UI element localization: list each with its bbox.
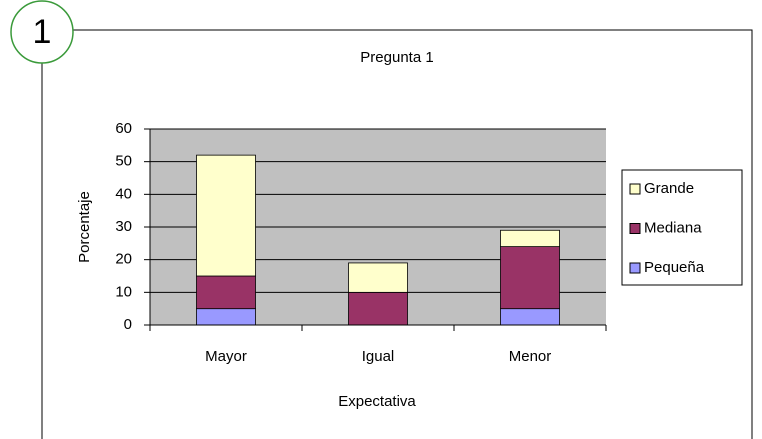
y-tick-label: 0 [124,316,132,333]
bar-segment [348,262,408,293]
y-tick-label: 20 [115,251,132,268]
chart-title: Pregunta 1 [360,49,433,66]
y-tick-label: 40 [115,185,132,202]
bar-segment [196,154,256,277]
legend-label: Mediana [644,219,702,236]
y-tick-label: 10 [115,283,132,300]
y-tick-label: 50 [115,153,132,170]
badge-label: 1 [33,13,52,51]
bar-segment [348,291,408,326]
y-tick-label: 60 [115,120,132,137]
bar-segment [196,275,256,310]
bar-segment [196,308,256,326]
y-tick-label: 30 [115,218,132,235]
legend-box [621,169,743,286]
x-tick-label: Menor [509,348,552,365]
legend-swatch [629,183,641,195]
legend-label: Grande [644,180,694,197]
bar-segment [500,308,560,326]
x-tick-label: Igual [362,348,395,365]
badge-circle [10,0,74,64]
bar-segment [500,229,560,247]
x-tick-label: Mayor [205,348,247,365]
legend-label: Pequeña [644,259,705,276]
x-axis-label: Expectativa [338,393,416,410]
legend-swatch [629,262,641,274]
y-axis-label: Porcentaje [76,191,93,263]
legend-swatch [629,223,641,234]
bar-segment [500,246,560,310]
